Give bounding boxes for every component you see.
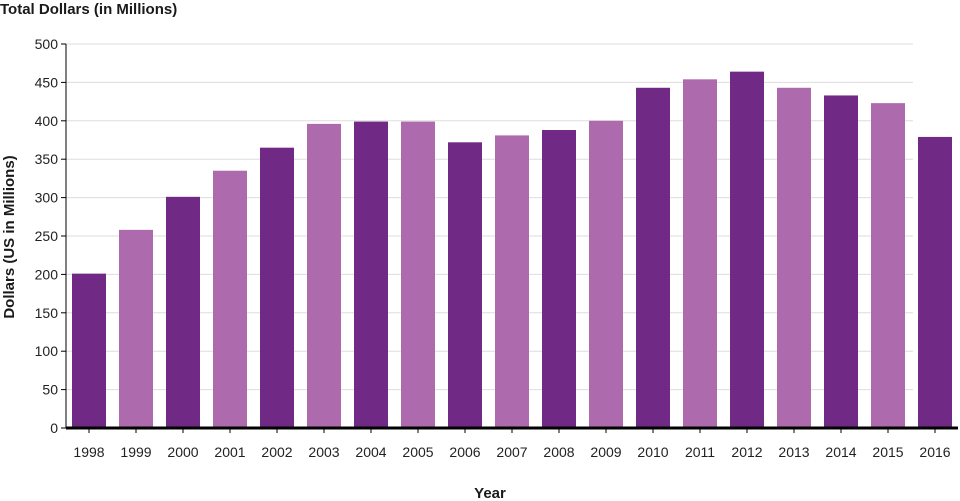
bar-2005 xyxy=(401,121,435,429)
y-tick-label: 0 xyxy=(50,420,58,436)
y-tick-label: 250 xyxy=(35,228,59,244)
bar-2015 xyxy=(871,103,905,429)
y-tick-label: 150 xyxy=(35,305,59,321)
bar-2000 xyxy=(166,196,200,428)
x-tick-label-2005: 2005 xyxy=(402,444,433,460)
x-tick-label-2002: 2002 xyxy=(261,444,292,460)
gridlines xyxy=(66,43,913,391)
x-tick-label-2008: 2008 xyxy=(543,444,574,460)
bar-2009 xyxy=(589,120,623,429)
x-tick-label-1998: 1998 xyxy=(73,444,104,460)
x-tick-label-2003: 2003 xyxy=(308,444,339,460)
bar-2011 xyxy=(683,79,717,428)
x-tick-label-2011: 2011 xyxy=(685,444,715,460)
bar-2008 xyxy=(542,130,576,429)
y-tick-label: 300 xyxy=(35,190,59,206)
x-tick-label-2004: 2004 xyxy=(355,444,386,460)
bar-2004 xyxy=(354,121,388,429)
x-tick-label-2014: 2014 xyxy=(825,444,856,460)
y-axis-title: Dollars (US in Millions) xyxy=(1,155,18,318)
y-tick-label: 350 xyxy=(35,151,59,167)
bar-2006 xyxy=(448,142,482,428)
x-tick-label-2007: 2007 xyxy=(496,444,527,460)
x-tick-label-2013: 2013 xyxy=(778,444,809,460)
y-tick-label: 500 xyxy=(35,36,59,52)
bar-2007 xyxy=(495,135,529,428)
y-axis-ticks: 0 50 100 150 200 250 300 350 400 450 500 xyxy=(35,36,66,436)
bar-1998 xyxy=(72,273,106,428)
bar-2016 xyxy=(918,136,952,429)
bar-2003 xyxy=(307,123,341,428)
x-tick-label-2006: 2006 xyxy=(449,444,480,460)
bar-2001 xyxy=(213,170,247,428)
x-tick-label-2010: 2010 xyxy=(637,444,668,460)
bar-2010 xyxy=(636,87,670,428)
bar-1999 xyxy=(119,229,153,428)
bar-2012 xyxy=(730,71,764,428)
chart-title: Total Dollars (in Millions) xyxy=(0,1,177,18)
y-tick-label: 50 xyxy=(42,382,58,398)
y-tick-label: 200 xyxy=(35,266,59,282)
bar-2002 xyxy=(260,147,294,428)
x-axis-title: Year xyxy=(474,485,506,501)
bar-2013 xyxy=(777,87,811,428)
x-tick-label-2012: 2012 xyxy=(731,444,762,460)
x-axis-ticks: 1998 1999 2000 2001 2002 2003 2004 2005 2006 2007… xyxy=(73,428,951,460)
bars xyxy=(72,71,952,429)
bar-2014 xyxy=(824,95,858,429)
y-tick-label: 100 xyxy=(35,343,59,359)
x-tick-label-2009: 2009 xyxy=(590,444,621,460)
y-tick-label: 400 xyxy=(35,113,59,129)
y-tick-label: 450 xyxy=(35,74,59,90)
x-tick-label-2000: 2000 xyxy=(167,444,198,460)
x-tick-label-1999: 1999 xyxy=(120,444,151,460)
x-tick-label-2016: 2016 xyxy=(919,444,950,460)
x-tick-label-2001: 2001 xyxy=(214,444,245,460)
x-tick-label-2015: 2015 xyxy=(872,444,903,460)
